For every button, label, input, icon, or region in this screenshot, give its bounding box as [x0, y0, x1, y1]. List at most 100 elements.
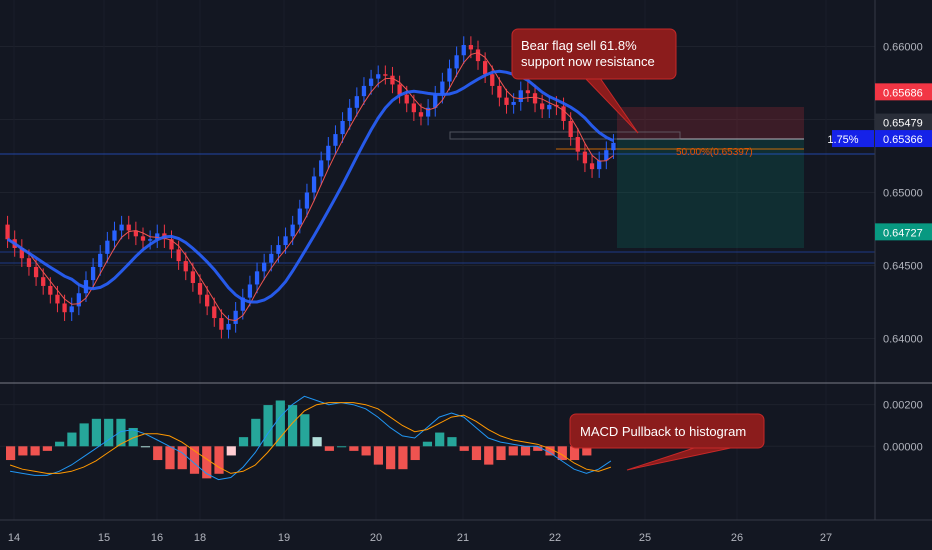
- candle-body: [447, 68, 452, 82]
- candle-body: [55, 294, 60, 304]
- macd-histogram-bar: [582, 446, 592, 456]
- candle-body: [133, 230, 139, 237]
- candle-body: [126, 224, 131, 231]
- candle-body: [347, 107, 352, 121]
- macd-histogram-bar: [189, 446, 200, 474]
- candle-body: [326, 145, 331, 161]
- candle-body: [176, 249, 181, 262]
- macd-histogram: [6, 400, 616, 479]
- price-label-box: [875, 83, 932, 101]
- macd-histogram-bar: [569, 446, 580, 461]
- macd-histogram-bar: [214, 446, 224, 474]
- macd-histogram-bar: [165, 446, 175, 470]
- candle-body: [390, 75, 395, 85]
- macd-histogram-bar: [177, 446, 187, 470]
- candlestick-series: [5, 36, 616, 339]
- candle-body: [76, 293, 81, 307]
- candle-body: [547, 104, 552, 110]
- candle-body: [48, 285, 53, 295]
- time-tick-label: 15: [98, 532, 110, 544]
- candle-body: [183, 261, 188, 272]
- candle-body: [490, 74, 495, 86]
- price-label-text: 0.65479: [883, 118, 923, 130]
- stop-loss-zone[interactable]: [617, 107, 804, 139]
- macd-histogram-bar: [496, 446, 506, 461]
- candle-body: [461, 45, 466, 56]
- candle-body: [311, 176, 317, 193]
- time-tick-label: 18: [194, 532, 206, 544]
- candle-body: [482, 61, 488, 75]
- candle-body: [611, 142, 616, 151]
- price-label-text: 0.65686: [883, 87, 923, 99]
- bear-flag-callout[interactable]: Bear flag sell 61.8% support now resista…: [511, 28, 677, 134]
- candle-body: [41, 277, 46, 286]
- candle-body: [226, 323, 231, 330]
- candle-body: [582, 151, 588, 164]
- macd-histogram-bar: [104, 418, 114, 447]
- candle-body: [19, 247, 24, 259]
- macd-histogram-bar: [238, 437, 249, 447]
- macd-callout[interactable]: MACD Pullback to histogram: [569, 413, 765, 471]
- candle-body: [240, 297, 245, 311]
- candle-body: [604, 150, 609, 161]
- candle-body: [440, 81, 445, 95]
- macd-histogram-bar: [226, 446, 236, 456]
- candle-body: [333, 134, 338, 146]
- macd-histogram-bar: [373, 446, 383, 465]
- range-percent-box: [832, 130, 874, 148]
- time-tick-label: 25: [639, 532, 651, 544]
- macd-histogram-bar: [128, 427, 138, 447]
- time-tick-label: 19: [278, 532, 290, 544]
- macd-histogram-bar: [410, 446, 420, 461]
- fib-level-label: 50.00%(0.65397): [676, 147, 753, 158]
- candle-body: [361, 85, 367, 97]
- flag-box[interactable]: [449, 131, 681, 140]
- price-label-box: [875, 130, 932, 148]
- candle-body: [33, 266, 39, 278]
- candle-body: [247, 284, 253, 298]
- macd-histogram-bar: [6, 446, 16, 461]
- candle-body: [340, 120, 345, 135]
- candle-body: [269, 253, 274, 263]
- candle-body: [518, 90, 523, 102]
- macd-histogram-bar: [471, 446, 482, 461]
- candle-body: [468, 45, 474, 50]
- candle-body: [304, 192, 310, 209]
- candle-body: [525, 90, 531, 94]
- candle-body: [575, 137, 580, 152]
- macd-histogram-bar: [79, 423, 89, 447]
- macd-histogram-bar: [202, 446, 212, 479]
- price-tick-label: 0.66000: [883, 42, 923, 54]
- macd-histogram-bar: [459, 446, 469, 451]
- candle-body: [62, 303, 67, 313]
- macd-histogram-bar: [557, 446, 567, 461]
- candle-body: [69, 306, 74, 313]
- candle-body: [597, 160, 602, 170]
- candle-body: [212, 306, 217, 319]
- candle-body: [219, 318, 224, 330]
- candle-body: [197, 283, 203, 295]
- candle-body: [276, 245, 281, 254]
- macd-tick-label: 0.00200: [883, 400, 923, 412]
- price-tick-label: 0.65000: [883, 188, 923, 200]
- macd-tick-label: 0.00000: [883, 441, 923, 453]
- candle-body: [190, 271, 196, 284]
- macd-histogram-bar: [42, 446, 52, 451]
- candle-body: [404, 94, 409, 104]
- candle-body: [540, 103, 545, 110]
- macd-histogram-bar: [300, 414, 310, 447]
- macd-histogram-bar: [116, 418, 126, 447]
- macd-histogram-bar: [67, 432, 77, 447]
- macd-histogram-bar: [91, 418, 102, 447]
- time-axis[interactable]: 14 15 16 18 19 20 21 22 25 26 27: [8, 532, 832, 544]
- macd-axis[interactable]: 0.00200 0.00000: [883, 400, 923, 454]
- macd-histogram-bar: [349, 446, 359, 451]
- candle-body: [411, 103, 416, 113]
- macd-histogram-bar: [422, 441, 433, 447]
- candle-body: [561, 106, 566, 121]
- candle-body: [147, 239, 153, 241]
- take-profit-zone[interactable]: [617, 139, 804, 248]
- price-label-text: 0.65366: [883, 134, 923, 146]
- price-tick-label: 0.64500: [883, 261, 923, 273]
